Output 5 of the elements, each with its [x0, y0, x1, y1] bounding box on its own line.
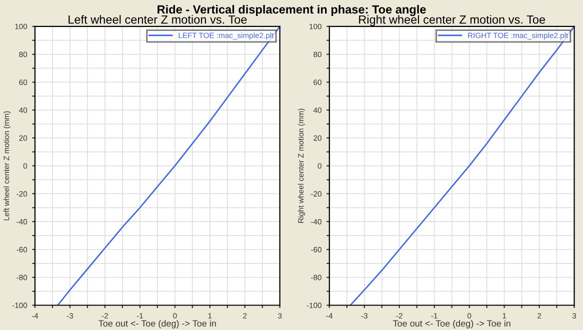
- x-axis-title: Toe out <- Toe (deg) -> Toe in: [392, 320, 510, 328]
- x-axis-title: Toe out <- Toe (deg) -> Toe in: [98, 320, 216, 328]
- text: Ride - Vertical displacement in phase: Toe angle: [158, 4, 426, 16]
- chart-title: Left wheel center Z motion vs. Toe: [68, 15, 247, 24]
- chart-title: Right wheel center Z motion vs. Toe: [359, 15, 546, 26]
